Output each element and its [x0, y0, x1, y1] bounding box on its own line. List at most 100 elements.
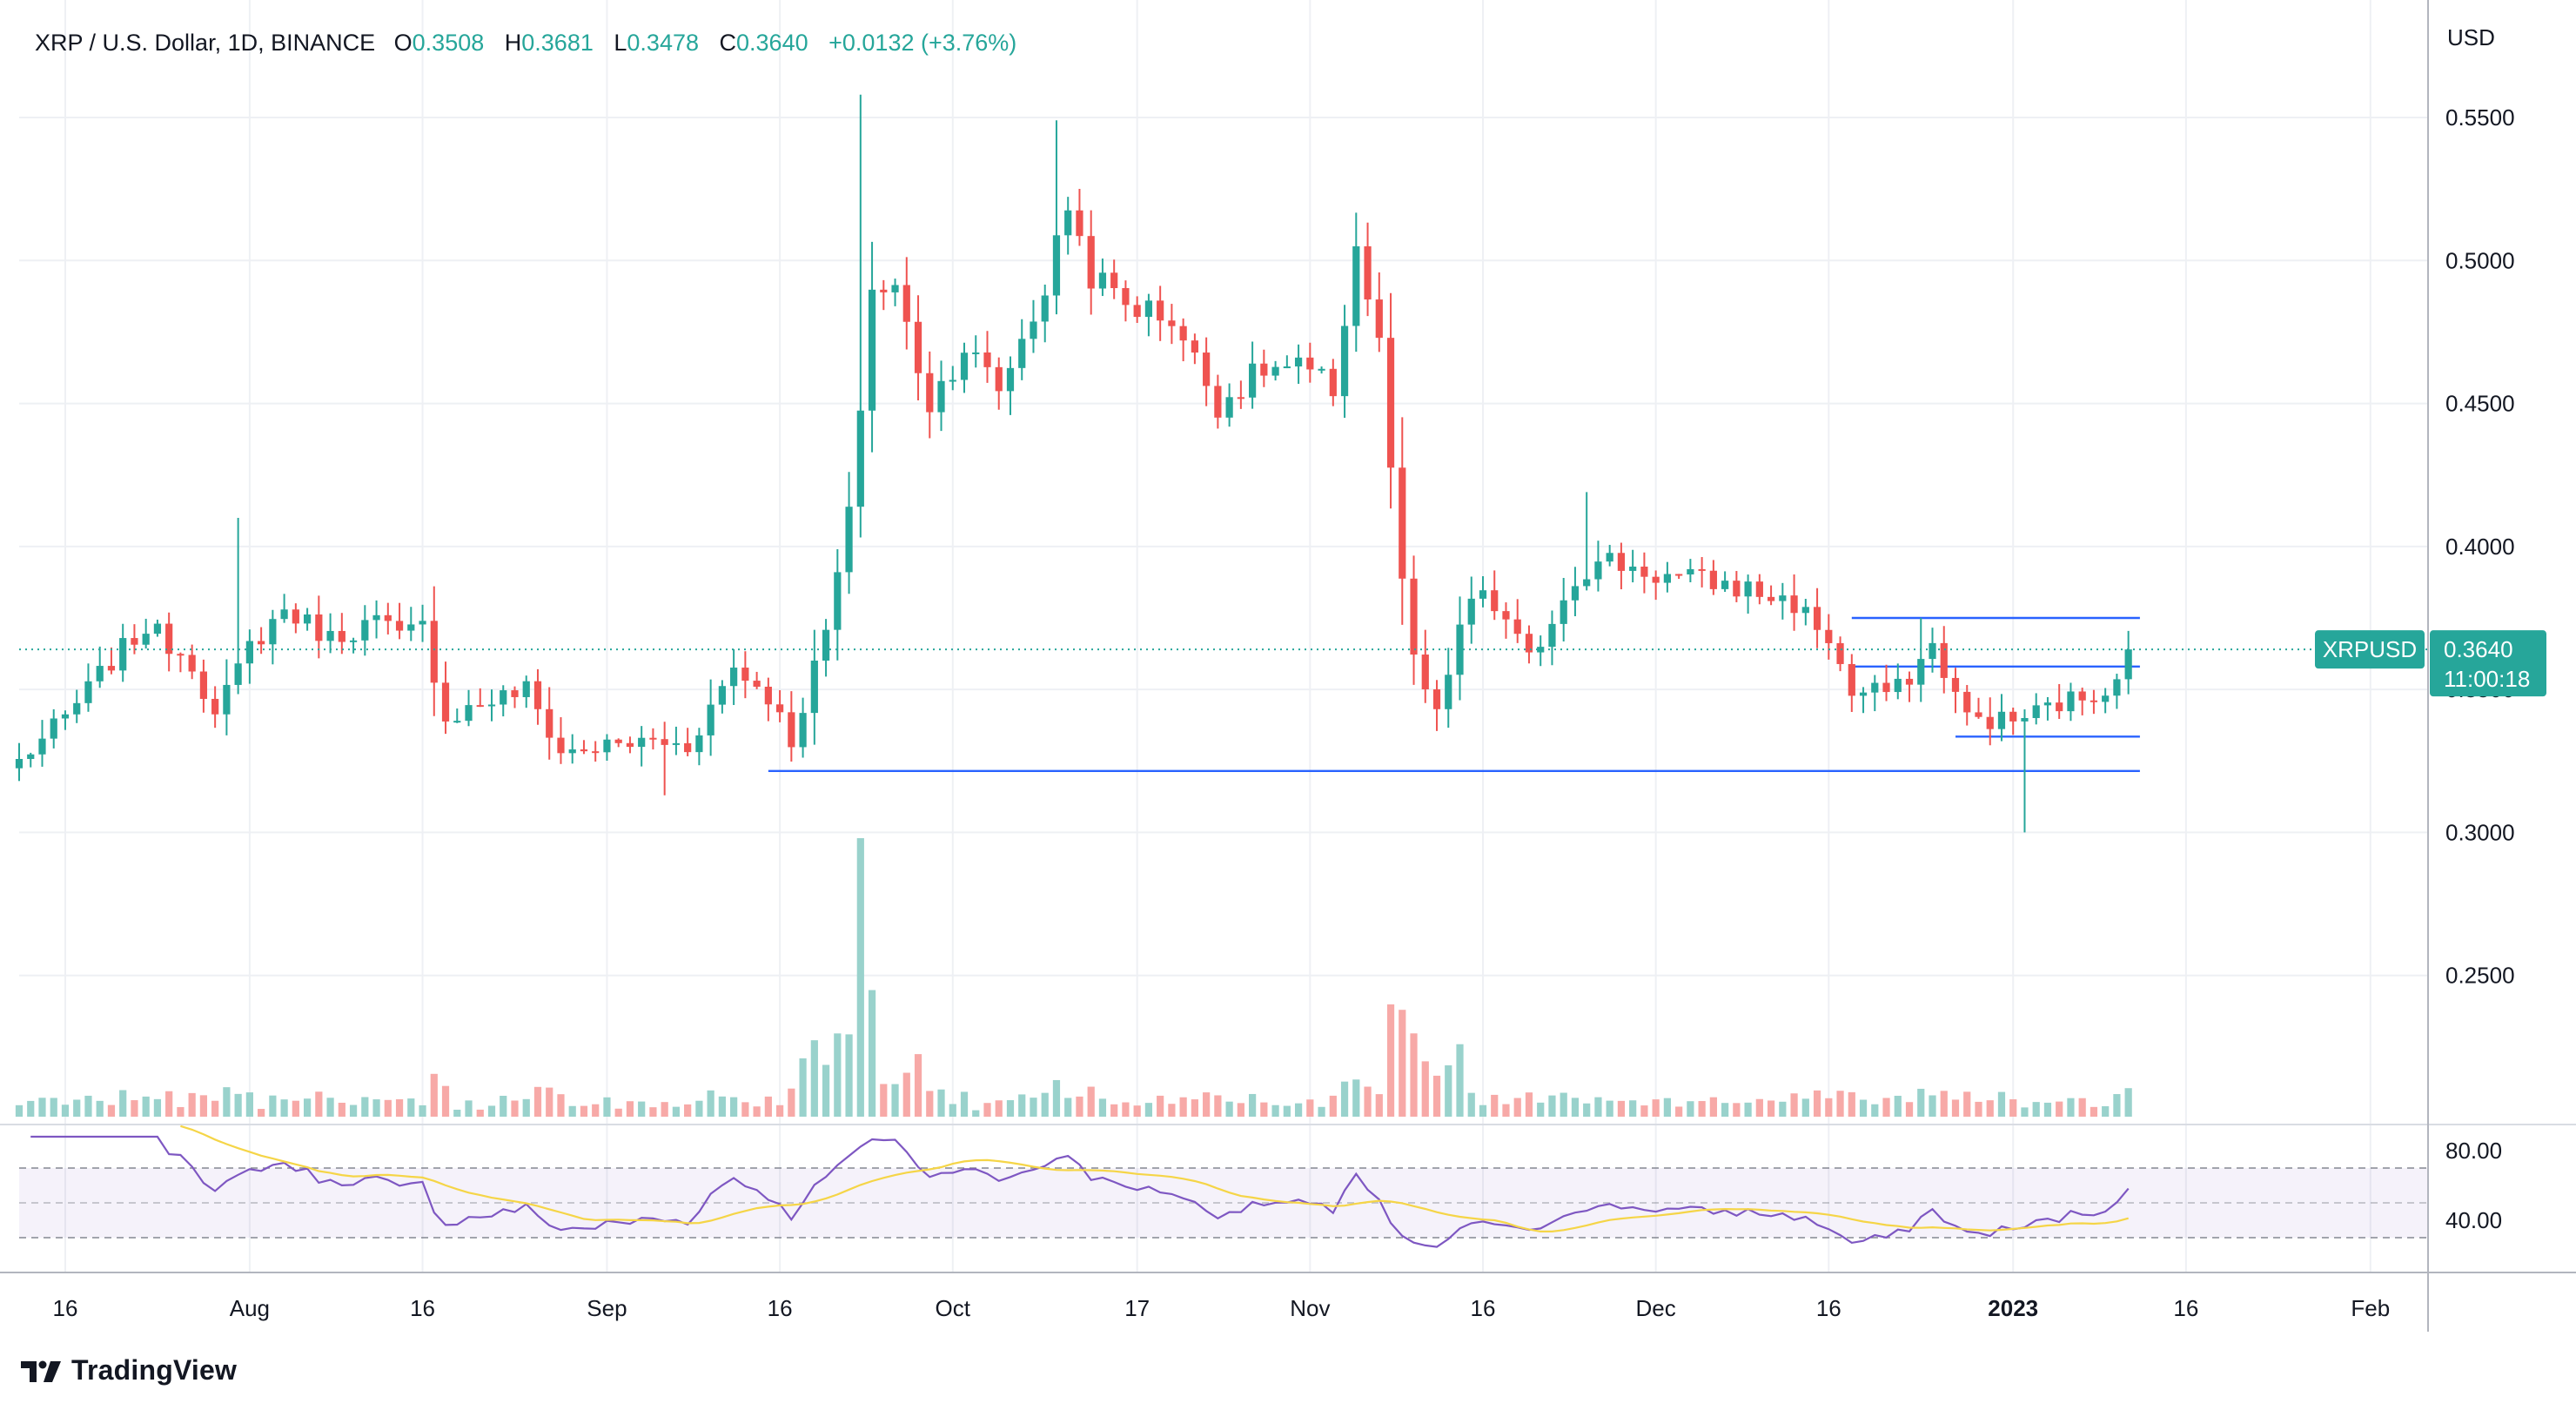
volume-bar [84, 1095, 92, 1117]
volume-bar [707, 1090, 714, 1117]
candle-body [361, 620, 369, 641]
candle-body [730, 668, 738, 687]
candle-body [661, 739, 668, 745]
candle-body [1859, 692, 1868, 696]
candle-body [2067, 691, 2075, 712]
candle-body [372, 614, 380, 621]
candle-body [1963, 691, 1971, 713]
volume-bar [1940, 1091, 1948, 1117]
volume-bar [107, 1104, 116, 1117]
candle-body [15, 759, 23, 769]
candle-body [419, 621, 426, 625]
candle-body [845, 507, 853, 573]
volume-bar [1594, 1097, 1602, 1117]
volume-bar [199, 1095, 208, 1117]
volume-bar [1340, 1081, 1349, 1117]
price-tick-label: 0.4000 [2445, 534, 2515, 560]
volume-bar [1432, 1075, 1441, 1117]
candle-body [27, 754, 35, 760]
candlesticks [15, 94, 2428, 833]
volume-bar [1030, 1098, 1037, 1117]
candle-body [430, 621, 438, 683]
volume-bar [1640, 1105, 1648, 1117]
volume-bar [1283, 1105, 1291, 1117]
volume-bar [1421, 1061, 1429, 1117]
candle-body [165, 623, 173, 655]
volume-bar [1006, 1100, 1015, 1117]
candle-body [1560, 600, 1567, 624]
volume-bar [15, 1104, 23, 1117]
volume-bar [1836, 1091, 1844, 1117]
candle-body [533, 681, 542, 709]
volume-bar [1260, 1102, 1268, 1117]
volume-bar [2021, 1107, 2029, 1117]
candle-body [1421, 655, 1429, 690]
candle-body [2124, 649, 2132, 680]
candle-body [1340, 326, 1349, 397]
time-tick-label: 17 [1124, 1295, 1150, 1321]
volume-bar [775, 1104, 784, 1117]
candle-body [834, 572, 842, 630]
volume-bar [891, 1084, 899, 1117]
volume-bar [695, 1100, 703, 1117]
candle-body [995, 366, 1003, 392]
volume-bar [1721, 1103, 1729, 1117]
candle-body [810, 661, 818, 714]
candle-body [1744, 581, 1752, 597]
candle-body [568, 749, 576, 754]
volume-bar [856, 838, 864, 1117]
volume-bar [603, 1097, 611, 1117]
candle-body [972, 352, 980, 354]
volume-bar [1986, 1100, 1994, 1117]
candle-body [1456, 624, 1464, 675]
candle-body [1168, 320, 1176, 326]
candle-body [1445, 675, 1452, 709]
volume-bar [1997, 1091, 2006, 1117]
volume-bar [430, 1073, 438, 1117]
price-badge [2430, 630, 2546, 697]
volume-bar [2113, 1094, 2121, 1117]
volume-bar [1951, 1099, 1960, 1117]
volume-bars [15, 838, 2132, 1117]
candle-body [269, 619, 277, 645]
candle-body [107, 666, 116, 671]
symbol-legend: XRP / U.S. Dollar, 1D, BINANCE O0.3508 H… [35, 30, 1016, 57]
candle-body [1502, 611, 1510, 620]
volume-bar [730, 1097, 738, 1117]
candle-body [280, 609, 288, 620]
change-value: +0.0132 (+3.76%) [828, 30, 1017, 56]
candle-body [868, 289, 876, 411]
volume-bar [1963, 1091, 1971, 1117]
volume-bar [372, 1099, 380, 1117]
candle-body [1375, 299, 1383, 339]
volume-bar [546, 1087, 553, 1117]
candle-body [61, 714, 70, 719]
tradingview-brand[interactable]: TradingView [19, 1354, 237, 1386]
volume-bar [1399, 1010, 1406, 1117]
candle-body [223, 684, 231, 715]
tradingview-logo-icon [21, 1360, 61, 1382]
volume-bar [1133, 1105, 1141, 1117]
candle-body [2009, 711, 2017, 722]
candle-body [1640, 567, 1648, 577]
candle-body [407, 624, 415, 631]
candle-body [1052, 235, 1061, 296]
volume-bar [1018, 1094, 1026, 1117]
volume-bar [533, 1086, 542, 1117]
candle-body [1801, 607, 1809, 614]
volume-bar [245, 1092, 253, 1117]
volume-bar [419, 1104, 426, 1117]
time-tick-label: 16 [1471, 1295, 1496, 1321]
candle-body [1882, 682, 1890, 693]
volume-bar [1929, 1095, 1936, 1117]
volume-bar [764, 1096, 772, 1117]
volume-bar [1364, 1086, 1372, 1117]
volume-bar [1087, 1086, 1095, 1117]
volume-bar [38, 1098, 46, 1117]
candle-body [384, 614, 392, 621]
candle-body [1755, 581, 1763, 597]
volume-bar [119, 1090, 127, 1117]
candle-body [1940, 642, 1948, 678]
candle-body [638, 737, 646, 748]
